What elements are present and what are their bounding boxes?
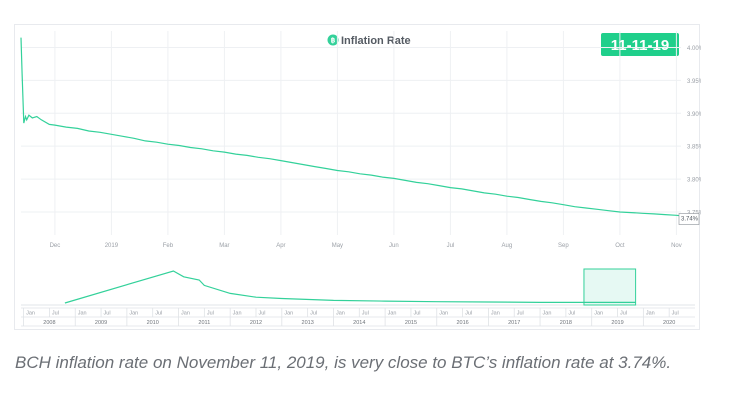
navigator-half-label: Jul <box>465 311 472 317</box>
y-tick-label: 3.85% <box>687 145 701 151</box>
navigator-half-label: Jan <box>594 311 603 317</box>
navigator-half-label: Jan <box>78 311 87 317</box>
navigator-half-label: Jul <box>362 311 369 317</box>
navigator-half-label: Jan <box>336 311 345 317</box>
navigator-half-label: Jul <box>413 311 420 317</box>
coin-icon-glyph: ฿ <box>331 37 336 45</box>
navigator-half-label: Jul <box>672 311 679 317</box>
x-tick-label: Nov <box>671 243 682 249</box>
navigator-year-label: 2017 <box>508 320 520 326</box>
navigator-half-label: Jul <box>517 311 524 317</box>
navigator-year-label: 2016 <box>456 320 468 326</box>
y-tick-label: 3.90% <box>687 112 701 118</box>
x-tick-label: Oct <box>615 243 625 249</box>
navigator-half-label: Jul <box>258 311 265 317</box>
navigator-half-label: Jan <box>181 311 190 317</box>
navigator-half-label: Jul <box>568 311 575 317</box>
navigator-half-label: Jul <box>310 311 317 317</box>
x-tick-label: Sep <box>558 243 569 249</box>
x-tick-label: Feb <box>163 243 174 249</box>
navigator-half-label: Jan <box>491 311 500 317</box>
date-badge-text: 11-11-19 <box>611 37 669 54</box>
date-badge: 11-11-19 <box>601 33 679 56</box>
navigator-half-label: Jul <box>104 311 111 317</box>
navigator-year-label: 2018 <box>560 320 572 326</box>
y-tick-label: 3.95% <box>687 79 701 85</box>
navigator-year-label: 2009 <box>95 320 107 326</box>
navigator-half-label: Jan <box>26 311 35 317</box>
figure-caption: BCH inflation rate on November 11, 2019,… <box>15 353 672 372</box>
x-tick-label: Apr <box>276 243 285 249</box>
navigator-half-label: Jan <box>284 311 293 317</box>
inflation-line <box>20 37 700 220</box>
navigator-half-label: Jan <box>388 311 397 317</box>
main-gridlines <box>21 31 681 235</box>
navigator-line <box>64 270 636 304</box>
last-value-label: 3.74% <box>681 217 699 223</box>
last-value-marker: 3.74% <box>678 213 700 225</box>
last-value-box <box>678 213 700 225</box>
navigator-year-label: 2012 <box>250 320 262 326</box>
x-tick-label: Mar <box>219 243 229 249</box>
navigator-half-label: Jul <box>52 311 59 317</box>
date-badge-background <box>601 33 679 56</box>
chart-title: Inflation Rate <box>341 35 411 47</box>
inflation-chart: ฿ Inflation Rate 11-11-19 4.00% 3.95% 3.90… <box>20 31 701 327</box>
navigator-half-label: Jul <box>155 311 162 317</box>
navigator-year-label: 2014 <box>353 320 365 326</box>
x-tick-label: Aug <box>502 243 513 249</box>
navigator-half-label: Jan <box>129 311 138 317</box>
navigator-year-label: 2013 <box>302 320 314 326</box>
navigator[interactable]: Jan Jul 2008 Jan Jul 2009 Jan Jul 2010 Jan Jul 2011… <box>21 268 695 327</box>
navigator-time-axis: Jan Jul 2008 Jan Jul 2009 Jan Jul 2010 Jan Jul 2011… <box>21 307 695 327</box>
x-tick-label: 2019 <box>105 243 119 249</box>
navigator-year-label: 2020 <box>663 320 675 326</box>
navigator-year-label: 2011 <box>198 320 210 326</box>
navigator-year-label: 2010 <box>147 320 159 326</box>
x-tick-label: May <box>332 243 343 249</box>
navigator-year-label: 2019 <box>611 320 623 326</box>
navigator-half-label: Jul <box>620 311 627 317</box>
navigator-half-label: Jan <box>439 311 448 317</box>
x-axis-ticks: Dec 2019 Feb Mar Apr May Jun Jul Aug Sep Oct Nov <box>50 243 682 249</box>
x-tick-label: Jun <box>389 243 399 249</box>
x-tick-label: Dec <box>50 243 61 249</box>
navigator-half-label: Jan <box>233 311 242 317</box>
y-tick-label: 4.00% <box>687 46 701 52</box>
coin-icon <box>327 34 339 46</box>
y-tick-label: 3.80% <box>687 178 701 184</box>
navigator-half-label: Jul <box>207 311 214 317</box>
y-axis-ticks: 4.00%3.95%3.90%3.85%3.80%3.75% <box>687 46 701 217</box>
navigator-year-label: 2015 <box>405 320 417 326</box>
chart-frame: ฿ Inflation Rate 11-11-19 4.00% 3.95% 3.90… <box>14 24 701 330</box>
x-tick-label: Jul <box>447 243 455 249</box>
navigator-half-label: Jan <box>646 311 655 317</box>
navigator-half-label: Jan <box>543 311 552 317</box>
chart-title-group: ฿ Inflation Rate <box>327 34 411 47</box>
navigator-selection-window[interactable] <box>583 268 637 306</box>
navigator-year-label: 2008 <box>43 320 55 326</box>
